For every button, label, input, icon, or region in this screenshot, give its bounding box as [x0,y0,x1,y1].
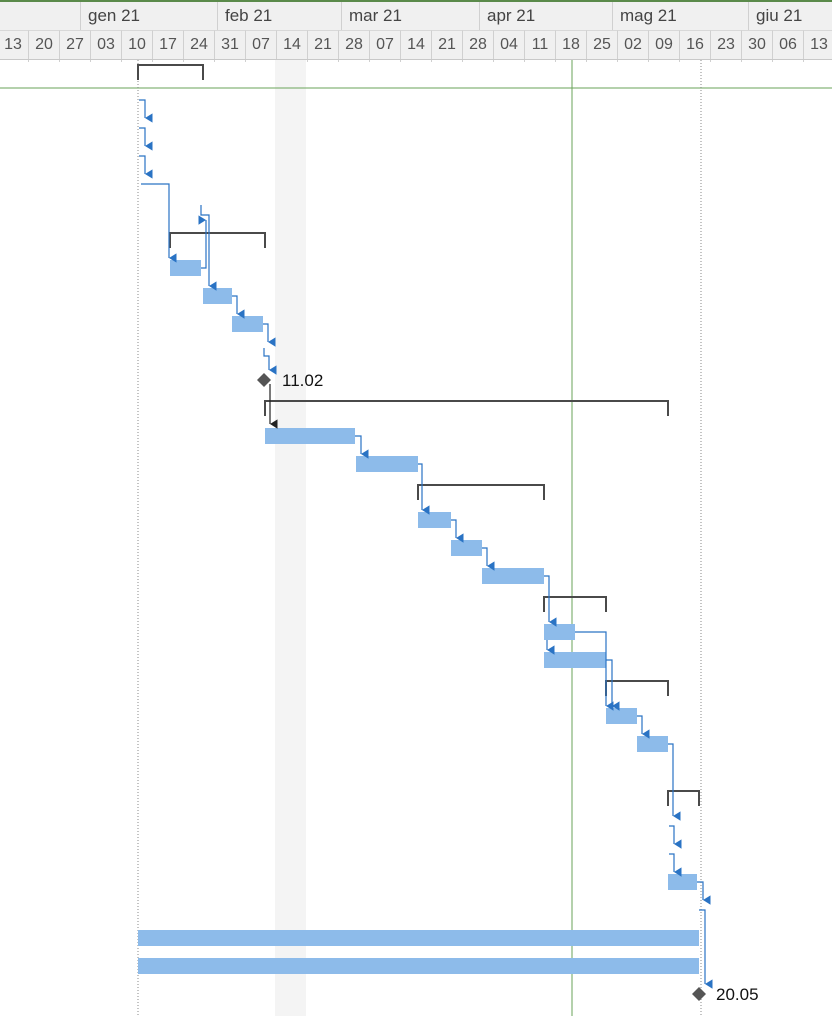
timescale-day: 07 [245,30,276,62]
task-bar[interactable] [451,540,482,556]
timescale-day: 23 [710,30,741,62]
timescale-day: 20 [28,30,59,62]
dependency-link [606,659,620,711]
timescale-day: 10 [121,30,152,62]
timescale-day: 13 [0,30,28,62]
dependency-link [139,99,153,123]
summary-bracket[interactable] [264,400,669,416]
dependency-link [263,323,276,347]
task-bar[interactable] [232,316,263,332]
dependency-link [141,183,177,263]
timescale-month: mar 21 [341,2,479,30]
task-bar[interactable] [418,512,451,528]
timescale-month: giu 21 [748,2,832,30]
task-bar[interactable] [138,930,699,946]
timescale-day: 11 [524,30,555,62]
dependency-link [139,127,153,151]
dependency-links [139,99,713,989]
dependency-link [482,547,495,571]
task-bar[interactable] [265,428,355,444]
timescale-day: 21 [431,30,462,62]
dependency-link [198,215,207,269]
task-bar[interactable] [170,260,201,276]
summary-bracket[interactable] [169,232,266,248]
dependency-link [418,463,430,515]
task-bar[interactable] [637,736,668,752]
dependency-link [669,825,682,849]
timescale-day: 13 [803,30,832,62]
summary-bracket[interactable] [137,64,204,80]
timescale-day: 04 [493,30,524,62]
timescale-month: gen 21 [80,2,217,30]
task-bar[interactable] [544,624,575,640]
dependency-link [637,715,650,739]
timescale-month: mag 21 [612,2,748,30]
gantt-chart-area[interactable]: 11.02 20.05 [0,60,832,1016]
dependency-link [697,881,711,905]
milestone-label: 20.05 [716,985,759,1004]
timescale-month: apr 21 [479,2,612,30]
task-bar[interactable] [138,958,699,974]
timescale-day: 28 [338,30,369,62]
timescale-day: 18 [555,30,586,62]
milestone-label: 11.02 [282,371,323,390]
timescale-day: 24 [183,30,214,62]
timescale-day: 09 [648,30,679,62]
dependency-link [263,348,277,375]
milestone-diamond[interactable] [692,987,706,1001]
timescale-day: 28 [462,30,493,62]
dependency-link [451,519,464,543]
timescale-day: 03 [90,30,121,62]
dependency-link [355,435,369,459]
dependency-link [668,743,681,821]
milestone-diamond[interactable] [257,373,271,387]
summary-bracket[interactable] [605,680,669,696]
timescale-day: 31 [214,30,245,62]
timescale-day: 07 [369,30,400,62]
dependency-link [544,575,557,627]
dependency-link [575,631,614,711]
timescale-header: gen 21 feb 21 mar 21 apr 21 mag 21 giu 21 13 2… [0,0,832,62]
summary-bracket[interactable] [543,596,607,612]
task-bar[interactable] [606,708,637,724]
task-bar[interactable] [668,874,697,890]
timescale-day: 27 [59,30,90,62]
task-bar[interactable] [482,568,544,584]
timescale-day: 25 [586,30,617,62]
timescale-day: 21 [307,30,338,62]
task-bar[interactable] [356,456,418,472]
timescale-day: 06 [772,30,803,62]
task-bar[interactable] [203,288,232,304]
timescale-day: 17 [152,30,183,62]
dependency-link [139,155,153,179]
dependency-link [232,295,245,319]
dependency-link [699,909,713,989]
nonworking-shade [275,60,306,1016]
timescale-day: 30 [741,30,772,62]
dependency-link [200,205,217,291]
timescale-divider [0,59,832,60]
summary-bracket[interactable] [417,484,545,500]
timescale-day: 02 [617,30,648,62]
timescale-day: 16 [679,30,710,62]
task-bar[interactable] [544,652,606,668]
dependency-link [669,853,682,877]
timescale-month: feb 21 [217,2,341,30]
timescale-day: 14 [276,30,307,62]
timescale-day: 14 [400,30,431,62]
summary-bracket[interactable] [667,790,700,806]
